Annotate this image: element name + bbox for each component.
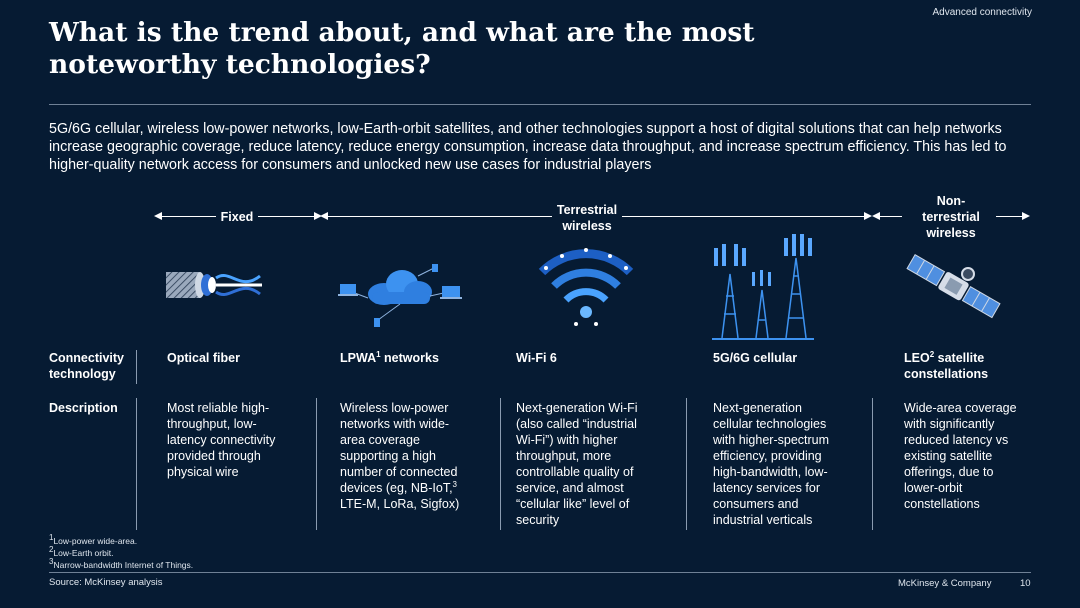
page-title: What is the trend about, and what are th… xyxy=(49,17,755,80)
arrow-left-icon xyxy=(320,212,328,220)
column-divider xyxy=(136,350,137,384)
description-optical-fiber: Most reliable high-throughput, low-laten… xyxy=(167,401,276,479)
category-nonterrestrial-label: Non- terrestrial wireless xyxy=(922,194,980,240)
arrow-left-icon xyxy=(872,212,880,220)
footnotes: 1Low-power wide-area. 2Low-Earth orbit. … xyxy=(49,533,194,570)
column-divider xyxy=(316,398,317,530)
intro-paragraph: 5G/6G cellular, wireless low-power netwo… xyxy=(49,121,1007,173)
tech-name-wifi6: Wi-Fi 6 xyxy=(516,351,557,365)
arrow-left-icon xyxy=(154,212,162,220)
tech-name-lpwa: LPWA1 networks xyxy=(340,349,439,365)
section-tag: Advanced connectivity xyxy=(932,7,1032,18)
row-header-technology: Connectivity technology xyxy=(49,351,125,381)
description-wifi6: Next-generation Wi-Fi (also called “indus… xyxy=(516,401,638,527)
footer-divider xyxy=(49,572,1031,573)
wifi-icon xyxy=(538,248,634,326)
column-divider xyxy=(872,398,873,530)
tech-name-leo: LEO2 satellite constellations xyxy=(904,349,989,381)
row-header-description: Description xyxy=(49,401,118,415)
lpwa-network-icon xyxy=(338,264,462,327)
description-leo: Wide-area coverage with significantly redu… xyxy=(904,401,1017,511)
category-terrestrial-label: Terrestrial wireless xyxy=(556,203,618,233)
brand-name: McKinsey & Company xyxy=(898,578,992,589)
column-divider xyxy=(686,398,687,530)
column-divider xyxy=(500,398,501,530)
tech-name-cellular: 5G/6G cellular xyxy=(713,351,798,365)
optical-fiber-icon xyxy=(166,272,262,298)
source-note: Source: McKinsey analysis xyxy=(49,577,163,588)
arrow-right-icon xyxy=(864,212,872,220)
title-divider xyxy=(49,104,1031,105)
tech-name-optical-fiber: Optical fiber xyxy=(167,351,240,365)
satellite-icon xyxy=(906,254,1001,319)
column-divider xyxy=(136,398,137,530)
page-number: 10 xyxy=(1020,578,1031,589)
description-lpwa: Wireless low-power networks with wide-are… xyxy=(340,401,460,511)
description-cellular: Next-generation cellular technologies with… xyxy=(713,401,830,527)
arrow-right-icon xyxy=(314,212,322,220)
cell-tower-icon xyxy=(712,234,814,340)
arrow-right-icon xyxy=(1022,212,1030,220)
category-fixed-label: Fixed xyxy=(220,210,254,224)
